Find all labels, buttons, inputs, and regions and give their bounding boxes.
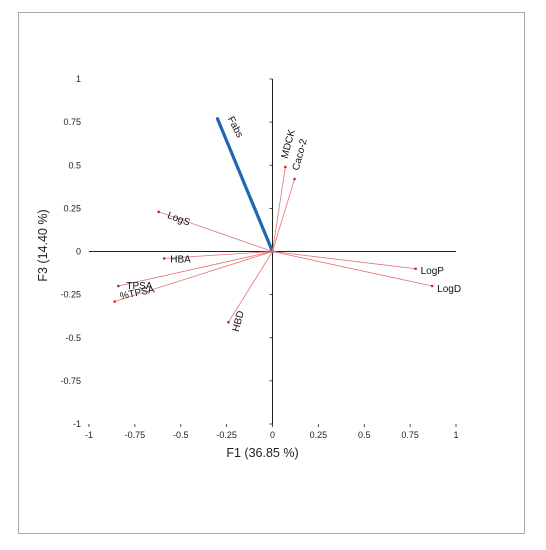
x-tick-label: 0 <box>270 430 275 440</box>
x-tick-label: -1 <box>85 430 93 440</box>
y-axis-title: F3 (14.40 %) <box>36 209 50 281</box>
vector-label-hba: HBA <box>170 254 191 265</box>
vector-fabs <box>215 117 275 254</box>
vector-label-tpsa: TPSA <box>126 281 152 292</box>
vector-tip-logs <box>157 210 161 214</box>
vector-tip-hba <box>162 257 166 260</box>
vector-hba <box>164 251 273 259</box>
x-tick-label: -0.5 <box>173 430 189 440</box>
vector-label-logd: LogD <box>437 284 461 295</box>
vector-tip-tpsa <box>117 284 120 288</box>
x-tick-label: 0.5 <box>358 430 371 440</box>
y-tick-label: 0.75 <box>63 117 81 127</box>
biplot-chart: -1 -0.75 -0.5 -0.25 0 0.25 0.5 0.75 1 1 0.75 0.5 0.2… <box>36 74 461 460</box>
vector-tip-mdck <box>284 165 287 169</box>
x-axis-title: F1 (36.85 %) <box>226 446 298 460</box>
y-tick-label: 0.5 <box>68 160 81 170</box>
vector-logs <box>158 211 273 252</box>
vector-labels: FabsMDCKCaco-2LogSHBATPSA%TPSAHBDLogPLog… <box>119 115 461 333</box>
x-tick-label: 0.25 <box>310 430 328 440</box>
vector-label-fabs: Fabs <box>225 115 245 140</box>
x-tick-label: 1 <box>453 430 458 440</box>
vector-tip-caco-2 <box>293 177 296 181</box>
y-tick-label: -0.25 <box>60 290 81 300</box>
vector-tpsa <box>114 251 273 302</box>
y-tick-label: -1 <box>73 419 81 429</box>
vector-tip-tpsa <box>113 300 116 303</box>
y-tick-label: -0.5 <box>65 333 81 343</box>
axes: -1 -0.75 -0.5 -0.25 0 0.25 0.5 0.75 1 1 0.75 0.5 0.2… <box>60 74 458 440</box>
vector-mdck <box>272 166 286 252</box>
vector-label-logs: LogS <box>166 210 192 228</box>
y-tick-label: 0.25 <box>63 203 81 213</box>
y-tick-label: 1 <box>76 74 81 84</box>
vector-logp <box>272 251 416 270</box>
vector-hbd <box>228 251 273 323</box>
vector-label-hbd: HBD <box>231 310 247 333</box>
y-tick-label: 0 <box>76 247 81 257</box>
x-tick-label: -0.75 <box>125 430 146 440</box>
vector-label-logp: LogP <box>421 266 445 277</box>
vector-tip-logp <box>414 267 417 271</box>
vector-label-tpsa: %TPSA <box>119 284 156 302</box>
vector-logd <box>272 251 433 287</box>
vector-caco-2 <box>272 178 295 252</box>
x-tick-label: -0.25 <box>216 430 237 440</box>
x-tick-label: 0.75 <box>401 430 419 440</box>
y-tick-label: -0.75 <box>60 376 81 386</box>
vector-tip-logd <box>430 284 434 288</box>
vector-tpsa <box>118 251 273 287</box>
vector-tip-hbd <box>227 320 230 324</box>
chart-frame: -1 -0.75 -0.5 -0.25 0 0.25 0.5 0.75 1 1 0.75 0.5 0.2… <box>18 12 525 534</box>
vectors <box>113 117 434 324</box>
